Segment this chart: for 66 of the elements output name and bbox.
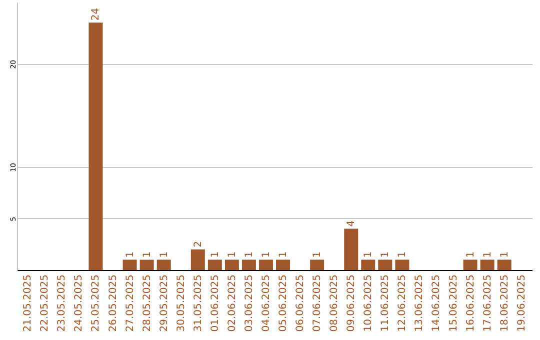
x-tick-label: 30.05.2025: [176, 274, 187, 332]
data-label: 1: [465, 251, 476, 258]
bar: [122, 260, 137, 270]
bar: [310, 260, 324, 270]
x-tick-label: 07.06.2025: [312, 274, 324, 332]
x-tick-label: 25.05.2025: [90, 274, 102, 332]
x-tick-label: 28.05.2025: [142, 274, 153, 332]
x-tick-label: 02.06.2025: [226, 274, 238, 332]
data-label: 1: [124, 251, 136, 258]
data-label: 1: [244, 251, 255, 258]
x-tick-label: 05.06.2025: [278, 274, 290, 332]
data-label: 24: [90, 8, 102, 21]
x-tick-label: 18.06.2025: [499, 274, 510, 332]
bar: [258, 260, 273, 270]
bar: [378, 260, 392, 270]
bar: [140, 260, 154, 270]
x-tick-label: 19.06.2025: [516, 274, 528, 332]
bar: [224, 260, 239, 270]
x-tick-label: 31.05.2025: [192, 274, 204, 332]
bar: [156, 260, 171, 270]
data-label: 1: [397, 251, 408, 258]
data-label: 1: [142, 251, 153, 258]
x-tick-label: 04.06.2025: [260, 274, 272, 332]
data-label: 1: [226, 251, 238, 258]
data-label: 1: [499, 251, 510, 258]
data-label: 1: [260, 251, 272, 258]
x-tick-label: 15.06.2025: [448, 274, 460, 332]
x-tick-label: 27.05.2025: [124, 274, 136, 332]
data-label: 4: [346, 220, 358, 227]
bar: [463, 260, 478, 270]
x-tick-label: 08.06.2025: [329, 274, 340, 332]
x-tick-label: 29.05.2025: [158, 274, 170, 332]
x-tick-label: 23.05.2025: [56, 274, 68, 332]
data-label: 1: [210, 251, 221, 258]
x-tick-label: 22.05.2025: [40, 274, 51, 332]
x-tick-label: 06.06.2025: [295, 274, 306, 332]
bar: [190, 249, 205, 270]
data-label: 1: [363, 251, 374, 258]
x-tick-label: 16.06.2025: [465, 274, 476, 332]
x-tick-label: 03.06.2025: [244, 274, 255, 332]
bar: [88, 22, 103, 270]
x-tick-label: 01.06.2025: [210, 274, 221, 332]
bar: [480, 260, 494, 270]
x-tick-label: 17.06.2025: [482, 274, 494, 332]
x-tick-label: 14.06.2025: [431, 274, 442, 332]
x-tick-label: 12.06.2025: [397, 274, 408, 332]
data-label: 1: [482, 251, 494, 258]
x-tick-label: 09.06.2025: [346, 274, 358, 332]
data-label: 1: [158, 251, 170, 258]
data-label: 1: [278, 251, 290, 258]
x-tick-label: 10.06.2025: [363, 274, 374, 332]
bar: [344, 228, 358, 270]
x-tick-label: 13.06.2025: [414, 274, 426, 332]
bar: [497, 260, 512, 270]
data-label: 1: [312, 251, 324, 258]
x-tick-label: 24.05.2025: [74, 274, 85, 332]
x-tick-label: 11.06.2025: [380, 274, 392, 332]
x-tick-label: 21.05.2025: [22, 274, 34, 332]
bar: [361, 260, 376, 270]
bar: [395, 260, 410, 270]
bar: [208, 260, 222, 270]
x-tick-label: 26.05.2025: [108, 274, 119, 332]
data-label: 2: [192, 241, 204, 248]
bar: [242, 260, 256, 270]
data-label: 1: [380, 251, 392, 258]
bar: [276, 260, 290, 270]
